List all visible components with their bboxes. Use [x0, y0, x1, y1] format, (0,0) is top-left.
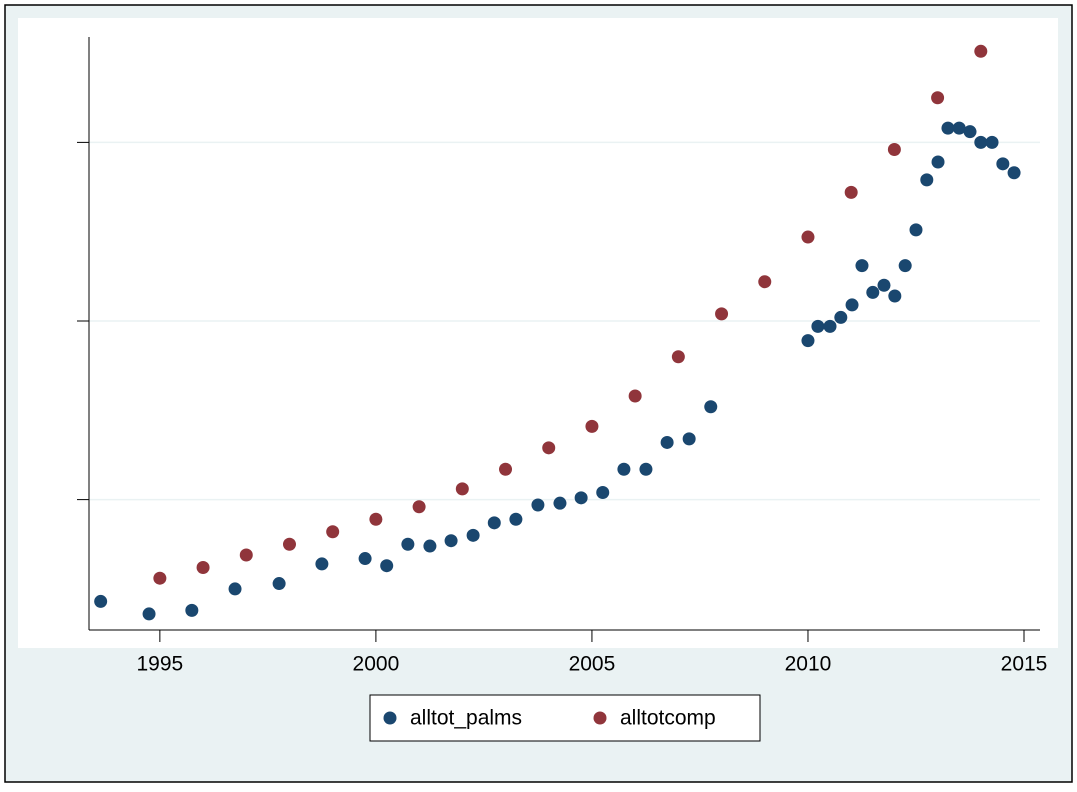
point [996, 157, 1010, 171]
point [985, 135, 999, 149]
point [358, 552, 372, 566]
point [941, 121, 955, 135]
point [315, 557, 329, 571]
point [823, 319, 837, 333]
x-tick-label: 2005 [569, 653, 616, 676]
legend-marker [383, 711, 397, 725]
legend-label: alltot_palms [410, 707, 522, 730]
point [974, 44, 988, 58]
point [898, 259, 912, 273]
point [639, 462, 653, 476]
point [801, 334, 815, 348]
point [466, 528, 480, 542]
point [380, 559, 394, 573]
point [909, 223, 923, 237]
point [844, 185, 858, 199]
point [963, 125, 977, 139]
point [660, 435, 674, 449]
point [412, 500, 426, 514]
x-tick-label: 2015 [1001, 653, 1048, 676]
point [758, 275, 772, 289]
point [974, 135, 988, 149]
point [94, 594, 108, 608]
x-tick-label: 2000 [353, 653, 400, 676]
point [888, 289, 902, 303]
point [877, 278, 891, 292]
x-tick-label: 1995 [137, 653, 184, 676]
point [596, 485, 610, 499]
point [682, 432, 696, 446]
point [628, 389, 642, 403]
point [401, 537, 415, 551]
plot-region [18, 18, 1058, 648]
point [153, 571, 167, 585]
point [845, 298, 859, 312]
legend-label: alltotcomp [620, 707, 716, 730]
point [704, 400, 718, 414]
point [531, 498, 545, 512]
point [553, 496, 567, 510]
point [811, 319, 825, 333]
point [887, 143, 901, 157]
legend: alltot_palms alltotcomp [369, 694, 761, 742]
point [866, 285, 880, 299]
point [855, 259, 869, 273]
point [801, 230, 815, 244]
point [952, 121, 966, 135]
point [239, 548, 253, 562]
point [326, 525, 340, 539]
point [574, 491, 588, 505]
point [487, 516, 501, 530]
point [185, 603, 199, 617]
point [423, 539, 437, 553]
point [282, 537, 296, 551]
point [369, 512, 383, 526]
point [920, 173, 934, 187]
plot: 1995 2000 2005 2010 2015 alltot_palms alltotco… [77, 37, 1048, 742]
legend-box [369, 694, 761, 742]
point [272, 577, 286, 591]
point [585, 419, 599, 433]
point [617, 462, 631, 476]
point [671, 350, 685, 364]
point [142, 607, 156, 621]
point [455, 482, 469, 496]
point [931, 91, 945, 105]
point [1007, 166, 1021, 180]
x-tick-label: 2010 [785, 653, 832, 676]
legend-marker [593, 711, 607, 725]
point [228, 582, 242, 596]
point [509, 512, 523, 526]
point [542, 441, 556, 455]
point [499, 462, 513, 476]
point [444, 534, 458, 548]
point [834, 310, 848, 324]
point [196, 560, 210, 574]
point [931, 155, 945, 169]
point [715, 307, 729, 321]
